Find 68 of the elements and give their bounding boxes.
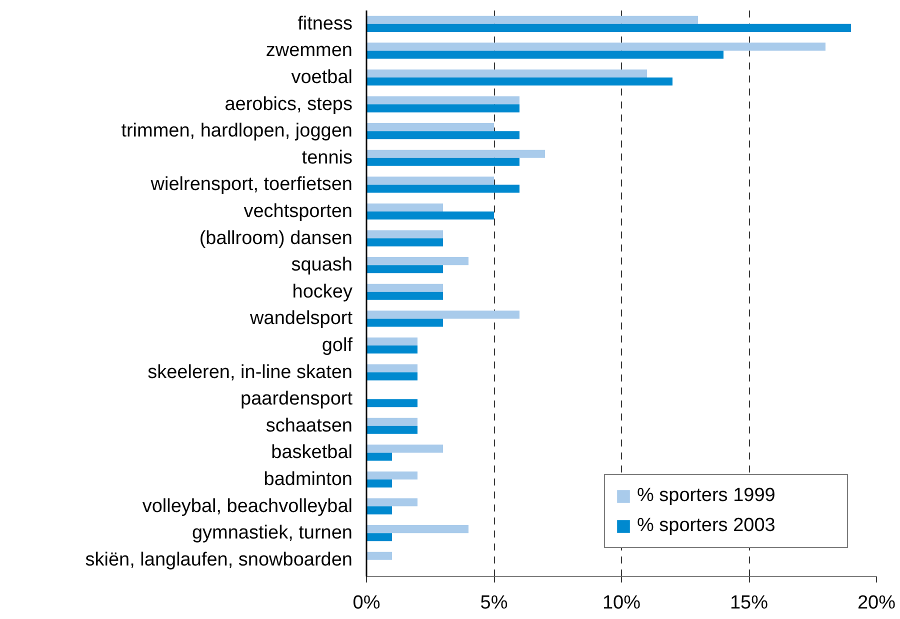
bar [366, 498, 418, 506]
bar [366, 96, 520, 104]
bar [366, 131, 520, 140]
y-tick-label: golf [322, 334, 354, 356]
y-tick-label: schaatsen [266, 415, 353, 436]
bar [366, 211, 494, 220]
legend-label: % sporters 2003 [637, 515, 776, 537]
y-tick-label: paardensport [240, 388, 354, 410]
bar [366, 444, 443, 453]
bar [366, 479, 392, 488]
bar [366, 42, 826, 51]
bar [366, 399, 418, 408]
bar [366, 230, 443, 238]
bar [366, 150, 545, 158]
bar [366, 203, 443, 212]
y-tick-label: gymnastiek, turnen [192, 522, 353, 544]
bar [366, 176, 494, 185]
x-tick-label: 20% [857, 592, 896, 614]
y-tick-label: wandelsport [249, 308, 354, 330]
bar [366, 24, 851, 32]
bar [366, 69, 647, 78]
y-tick-label: basketbal [271, 442, 353, 464]
bar [366, 16, 698, 24]
bar [366, 292, 443, 300]
bar [366, 364, 418, 372]
bar [366, 471, 418, 480]
bar [366, 525, 468, 534]
y-tick-label: hockey [292, 281, 353, 302]
y-tick-label: skiën, langlaufen, snowboarden [85, 549, 353, 570]
bar [366, 238, 443, 246]
bar [366, 265, 443, 274]
legend-label: % sporters 1999 [637, 485, 776, 507]
bar [366, 452, 392, 461]
bar [366, 310, 520, 319]
y-tick-label: tennis [302, 147, 352, 168]
y-tick-label: squash [291, 254, 353, 276]
y-tick-label: skeeleren, in-line skaten [148, 362, 352, 383]
y-tick-label: (ballroom) dansen [199, 228, 353, 249]
bar [366, 50, 724, 59]
bar [366, 123, 494, 132]
y-tick-label: voetbal [291, 67, 353, 88]
x-tick-label: 15% [730, 592, 768, 614]
bar [366, 426, 418, 434]
y-tick-label: badminton [264, 468, 353, 490]
bar [366, 506, 392, 514]
x-tick-label: 10% [602, 592, 641, 614]
y-tick-label: fitness [298, 13, 353, 34]
y-tick-label: trimmen, hardlopen, joggen [121, 120, 353, 142]
y-tick-label: volleybal, beachvolleybal [142, 496, 352, 517]
bar [366, 372, 418, 380]
x-tick-label: 0% [352, 592, 380, 614]
bar [366, 257, 468, 266]
bar [366, 533, 392, 542]
bar [366, 318, 443, 327]
bar [366, 418, 418, 426]
bar [366, 552, 392, 560]
bar [366, 104, 520, 112]
x-tick-label: 5% [480, 592, 508, 614]
y-tick-label: wielrensport, toerfietsen [150, 174, 353, 196]
y-tick-label: aerobics, steps [224, 94, 353, 115]
bar [366, 184, 520, 193]
y-tick-label: zwemmen [266, 40, 352, 62]
bar [366, 158, 520, 166]
y-tick-label: vechtsporten [244, 200, 353, 222]
bar [366, 337, 418, 346]
bar [366, 78, 672, 86]
bar [366, 284, 443, 292]
bar [366, 345, 418, 354]
